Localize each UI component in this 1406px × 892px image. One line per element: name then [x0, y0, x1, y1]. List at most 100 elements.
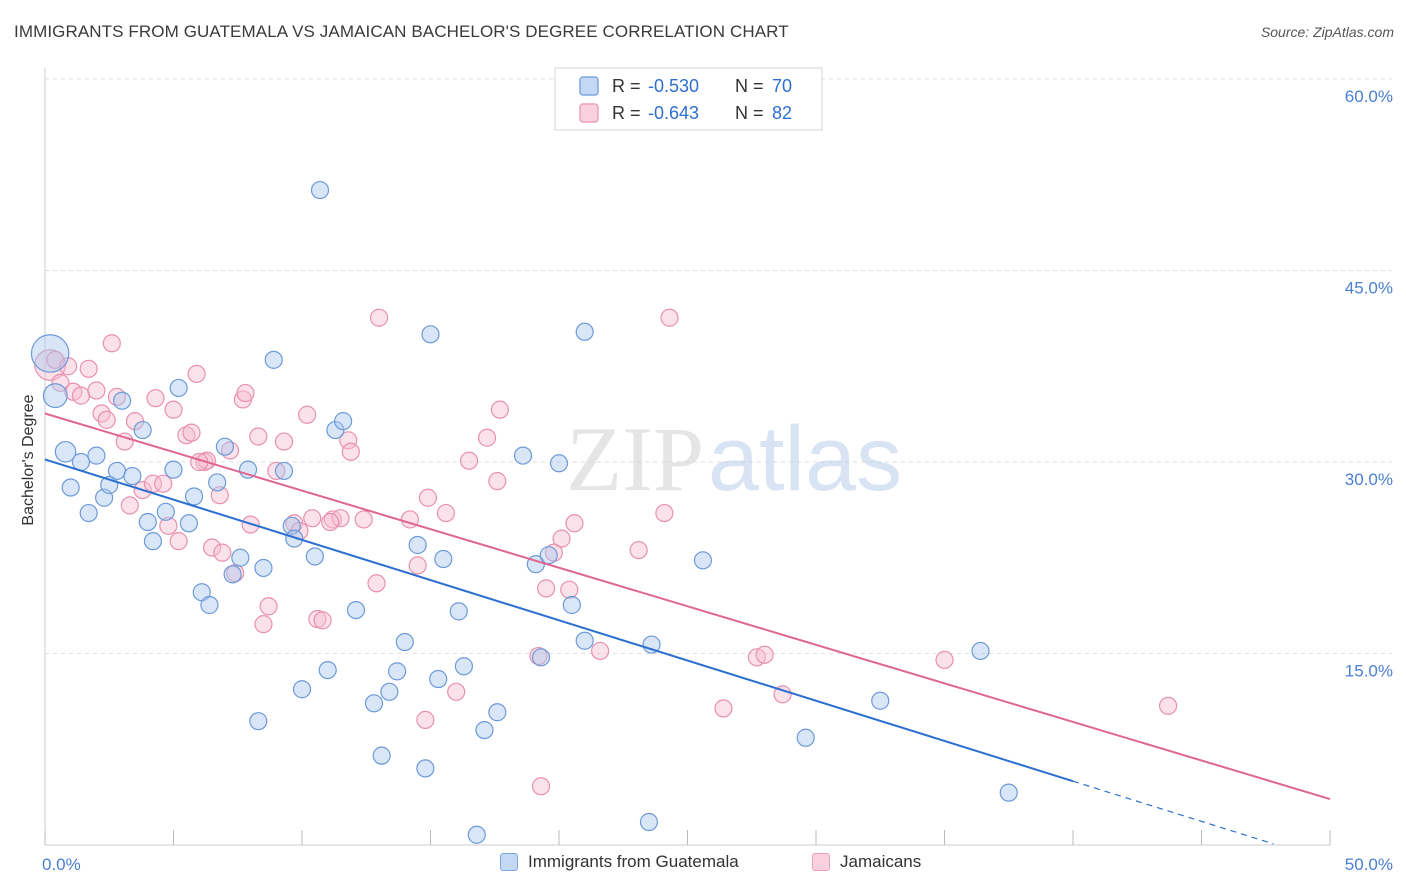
chart-source: Source: ZipAtlas.com — [1260, 24, 1394, 40]
guatemala-point — [79, 503, 98, 523]
guatemala-point — [249, 712, 268, 731]
guatemala-point — [254, 558, 273, 578]
x-tick-label: 50.0% — [1345, 855, 1393, 874]
guatemala-point — [639, 812, 659, 832]
guatemala-point — [387, 662, 407, 681]
jamaicans-point — [323, 510, 342, 529]
jamaicans-point — [591, 641, 610, 661]
guatemala-point — [54, 440, 77, 463]
guatemala-point — [42, 383, 68, 409]
guatemala-point — [999, 783, 1018, 802]
guatemala-point — [434, 549, 453, 569]
watermark-zip: ZIP — [566, 408, 704, 510]
guatemala-point — [143, 532, 163, 551]
guatemala-point — [421, 325, 440, 344]
guatemala-point — [164, 460, 183, 479]
jamaicans-point — [274, 432, 294, 451]
legend-n-label: N = — [735, 103, 764, 123]
guatemala-point — [449, 602, 468, 621]
guatemala-trend-line — [44, 458, 1074, 783]
guatemala-point — [30, 334, 70, 373]
jamaicans-point — [182, 423, 201, 442]
guatemala-point — [305, 547, 324, 566]
jamaicans-points — [34, 308, 1178, 796]
legend-item-guatemala: Immigrants from Guatemala — [500, 852, 739, 872]
guatemala-point — [513, 446, 533, 465]
chart-title: IMMIGRANTS FROM GUATEMALA VS JAMAICAN BA… — [14, 22, 789, 41]
jamaicans-point — [629, 540, 648, 560]
jamaicans-trend-line — [44, 412, 1331, 800]
guatemala-point — [107, 461, 127, 481]
jamaicans-point — [1158, 696, 1178, 715]
jamaicans-point — [488, 472, 507, 491]
jamaicans-point — [71, 386, 91, 405]
jamaicans-point — [213, 543, 232, 562]
legend-label-guatemala: Immigrants from Guatemala — [528, 852, 739, 871]
jamaicans-point — [102, 334, 121, 353]
jamaicans-point — [416, 710, 435, 729]
jamaicans-point — [560, 580, 579, 599]
guatemala-point — [231, 548, 250, 567]
jamaicans-point — [87, 381, 106, 400]
jamaicans-point — [298, 405, 317, 424]
legend-r-value: -0.643 — [648, 103, 699, 123]
guatemala-point — [274, 461, 294, 481]
legend-r-label: R = — [612, 103, 641, 123]
guatemala-point — [429, 669, 448, 689]
jamaicans-point — [418, 488, 438, 507]
guatemala-point — [346, 600, 366, 620]
jamaicans-point — [565, 514, 584, 533]
jamaicans-point — [331, 509, 350, 528]
y-tick-label: 15.0% — [1345, 662, 1393, 681]
watermark: ZIP atlas — [566, 408, 902, 510]
jamaicans-point — [115, 432, 134, 451]
jamaicans-point — [436, 503, 456, 523]
y-tick-label: 45.0% — [1345, 279, 1393, 298]
guatemala-point — [123, 466, 142, 486]
legend-swatch-jamaicans — [812, 853, 830, 871]
guatemala-points — [30, 180, 1018, 844]
guatemala-point — [416, 759, 435, 778]
guatemala-point — [310, 180, 330, 200]
guatemala-point — [454, 657, 474, 676]
legend-item-jamaicans: Jamaicans — [812, 852, 921, 872]
jamaicans-point — [367, 574, 386, 593]
guatemala-point — [112, 391, 132, 410]
watermark-atlas: atlas — [708, 408, 902, 510]
guatemala-point — [156, 502, 175, 521]
jamaicans-point — [79, 359, 98, 378]
jamaicans-point — [531, 777, 551, 796]
jamaicans-point — [544, 543, 563, 562]
legend-swatch-guatemala — [500, 853, 518, 871]
jamaicans-point — [236, 383, 255, 403]
guatemala-point — [334, 412, 353, 431]
jamaicans-point — [164, 400, 183, 419]
jamaicans-point — [537, 579, 556, 598]
guatemala-point — [575, 631, 594, 650]
tick-labels: 15.0% 30.0% 45.0% 60.0% 0.0% 50.0% — [42, 87, 1393, 874]
jamaicans-point — [254, 615, 273, 634]
guatemala-point — [138, 512, 157, 532]
x-tick-label: 0.0% — [42, 855, 81, 874]
guatemala-point — [208, 473, 227, 492]
guatemala-point — [380, 682, 399, 701]
jamaicans-point — [202, 538, 222, 557]
legend-swatch — [579, 76, 599, 96]
y-tick-label: 30.0% — [1345, 470, 1393, 489]
jamaicans-point — [339, 431, 358, 450]
guatemala-point — [549, 454, 569, 473]
jamaicans-point — [169, 532, 188, 551]
jamaicans-point — [97, 410, 116, 429]
legend-n-label: N = — [735, 76, 764, 96]
legend-n-value: 82 — [772, 103, 792, 123]
guatemala-point — [531, 648, 551, 667]
legend-label-jamaicans: Jamaicans — [840, 852, 922, 871]
jamaicans-point — [187, 364, 206, 384]
jamaicans-point — [267, 461, 286, 481]
guatemala-point — [318, 660, 337, 680]
guatemala-point — [796, 728, 815, 747]
guatemala-point — [87, 446, 106, 465]
y-tick-label: 60.0% — [1345, 87, 1393, 106]
guatemala-point — [971, 641, 990, 661]
jamaicans-point — [249, 427, 268, 446]
